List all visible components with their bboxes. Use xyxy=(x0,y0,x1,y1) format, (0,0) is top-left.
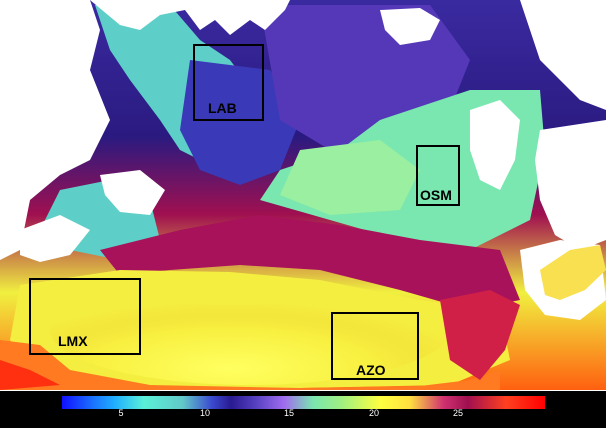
newfoundland-land xyxy=(100,170,165,215)
region-box-lab xyxy=(193,44,264,121)
region-label-lmx: LMX xyxy=(58,333,88,349)
region-box-azo xyxy=(331,312,419,380)
gulf-stream-band xyxy=(100,215,520,310)
scandinavia-land xyxy=(520,0,606,110)
labrador-deep-water xyxy=(180,60,300,185)
colorbar-tick: 15 xyxy=(283,408,294,418)
british-isles-land xyxy=(470,100,520,190)
iberian-warm-patch xyxy=(440,290,520,380)
colorbar-tick: 5 xyxy=(118,408,124,418)
region-box-lmx xyxy=(29,278,141,355)
region-box-osm xyxy=(416,145,460,206)
temperature-colorbar xyxy=(62,396,545,409)
colorbar-tick: 25 xyxy=(452,408,463,418)
tropical-hottest xyxy=(0,360,60,390)
subpolar-front xyxy=(280,140,420,215)
warm-core xyxy=(50,275,450,385)
colorbar-tick: 20 xyxy=(368,408,379,418)
region-label-osm: OSM xyxy=(420,187,452,203)
europe-land xyxy=(535,120,606,250)
ocean-temperature-map: LAB OSM LMX AZO xyxy=(0,0,606,390)
greenland-land xyxy=(90,0,290,35)
mediterranean-water xyxy=(540,245,606,300)
region-label-azo: AZO xyxy=(356,362,386,378)
nova-scotia-land xyxy=(20,215,90,262)
north-america-land xyxy=(0,0,110,260)
iceland-land xyxy=(380,8,440,45)
colorbar-tick: 10 xyxy=(199,408,210,418)
region-label-lab: LAB xyxy=(208,100,237,116)
